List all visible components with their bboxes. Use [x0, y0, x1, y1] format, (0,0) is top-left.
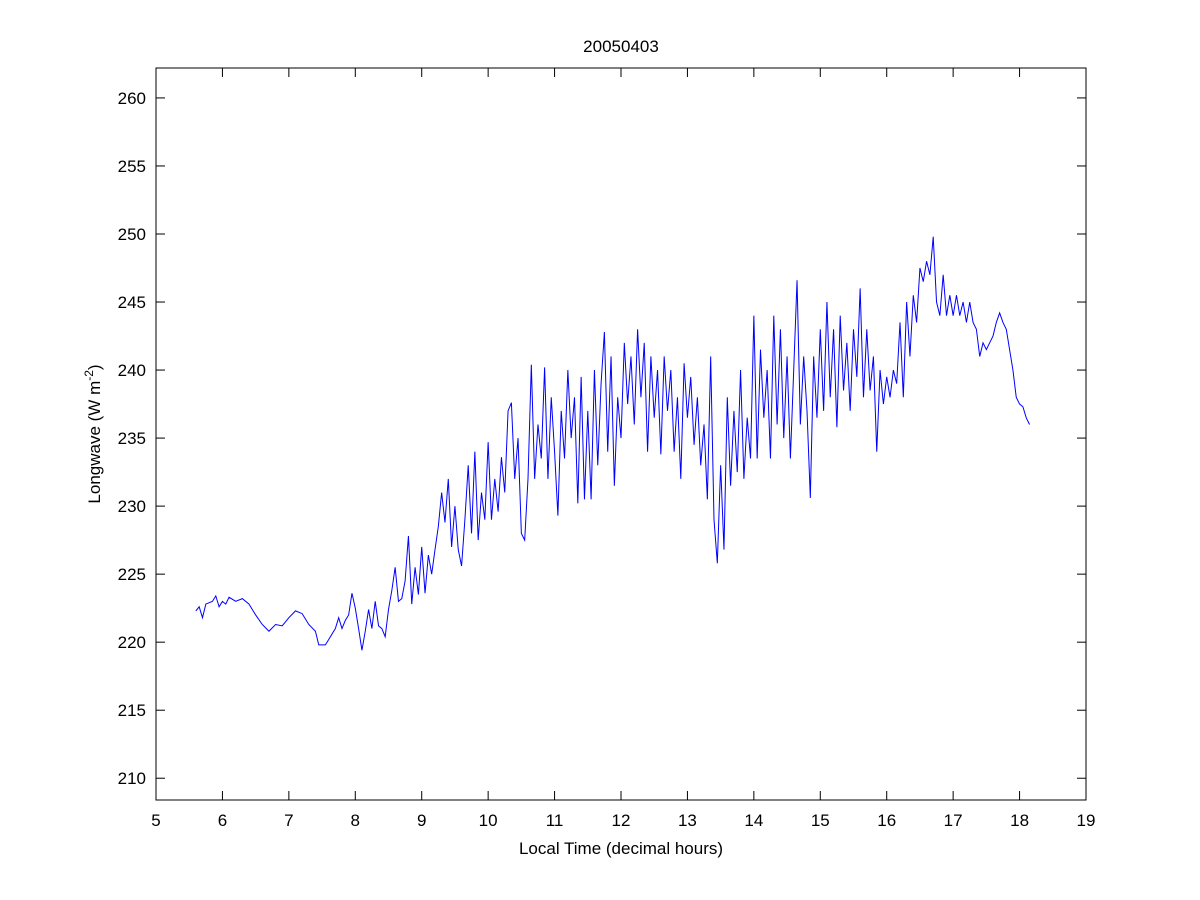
y-axis-label-text: Longwave (W m	[85, 381, 104, 504]
y-tick-label: 230	[118, 497, 146, 516]
y-tick-label: 225	[118, 565, 146, 584]
x-tick-label: 14	[744, 811, 763, 830]
y-tick-label: 210	[118, 769, 146, 788]
x-tick-label: 18	[1010, 811, 1029, 830]
data-line	[195, 236, 1030, 651]
y-axis-label: Longwave (W m-2)	[82, 364, 104, 503]
y-tick-label: 255	[118, 157, 146, 176]
y-tick-label: 235	[118, 429, 146, 448]
x-tick-label: 9	[417, 811, 426, 830]
chart-title: 20050403	[583, 37, 659, 56]
x-axis-label: Local Time (decimal hours)	[519, 839, 723, 858]
y-tick-label: 250	[118, 225, 146, 244]
y-tick-label: 215	[118, 701, 146, 720]
x-tick-label: 11	[546, 811, 564, 830]
x-tick-label: 6	[218, 811, 227, 830]
x-tick-label: 19	[1077, 811, 1096, 830]
x-tick-label: 5	[151, 811, 160, 830]
x-tick-label: 15	[811, 811, 830, 830]
y-tick-label: 260	[118, 89, 146, 108]
x-tick-label: 17	[944, 811, 963, 830]
y-axis-label-suffix: )	[85, 364, 104, 370]
x-tick-label: 13	[678, 811, 697, 830]
y-tick-label: 245	[118, 293, 146, 312]
y-axis-label-superscript: -2	[82, 370, 96, 381]
x-tick-label: 8	[351, 811, 360, 830]
y-tick-label: 220	[118, 633, 146, 652]
y-tick-label: 240	[118, 361, 146, 380]
x-tick-label: 16	[877, 811, 896, 830]
x-tick-label: 7	[284, 811, 293, 830]
x-tick-label: 12	[612, 811, 631, 830]
x-tick-label: 10	[479, 811, 498, 830]
